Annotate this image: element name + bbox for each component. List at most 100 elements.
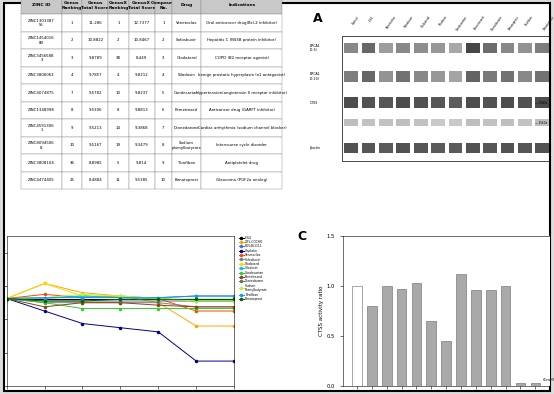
Bar xyxy=(501,143,515,152)
Line: Sofosbuvir: Sofosbuvir xyxy=(6,297,235,308)
Bar xyxy=(466,119,480,126)
Bar xyxy=(427,321,436,386)
Bar xyxy=(483,119,497,126)
Text: (1mM): (1mM) xyxy=(543,378,554,382)
Text: Venetoclax: Venetoclax xyxy=(386,15,398,30)
Line: Z-FL-COCHO: Z-FL-COCHO xyxy=(6,282,235,327)
Sofosbuvir xyxy=(231,305,238,309)
Text: CTSS: CTSS xyxy=(310,101,319,105)
Bar xyxy=(518,71,532,82)
Bar xyxy=(518,43,532,54)
Line: Tirofiban: Tirofiban xyxy=(6,295,235,299)
Cisplatin xyxy=(3,296,10,301)
Bar xyxy=(379,97,393,108)
Bar xyxy=(466,97,480,108)
Cisplatin xyxy=(79,321,86,326)
Text: Tirofiban: Tirofiban xyxy=(525,15,535,27)
Bar xyxy=(483,143,497,152)
Olodaterol xyxy=(231,299,238,303)
Bar xyxy=(344,97,358,108)
Venetoclax xyxy=(3,296,10,301)
Bar xyxy=(397,97,410,108)
Text: E-64: E-64 xyxy=(368,15,376,22)
Candesartan xyxy=(41,300,48,305)
Candesartan xyxy=(3,296,10,301)
Bar xyxy=(379,71,393,82)
Venetoclax xyxy=(155,296,162,301)
Silodosin xyxy=(79,294,86,298)
Candesartan xyxy=(79,306,86,311)
Bar xyxy=(344,71,358,82)
Bar xyxy=(483,43,497,54)
Tirofiban xyxy=(41,296,48,300)
Cisplatin xyxy=(41,309,48,313)
Venetoclax xyxy=(79,296,86,300)
Bar xyxy=(412,283,421,386)
Bar xyxy=(501,43,515,54)
Bar xyxy=(535,43,549,54)
Text: Dronedarone: Dronedarone xyxy=(490,15,504,32)
E-64 xyxy=(41,296,48,301)
Sofosbuvir xyxy=(3,296,10,301)
Sofosbuvir xyxy=(155,300,162,305)
Text: Control: Control xyxy=(351,15,360,25)
Candesartan xyxy=(155,306,162,311)
Pemetrexed xyxy=(231,305,238,309)
Bar xyxy=(501,97,515,108)
Z-FL-COCHO xyxy=(41,281,48,286)
Olodaterol xyxy=(41,281,48,286)
Bar xyxy=(466,71,480,82)
Text: Silodosin: Silodosin xyxy=(438,15,448,27)
Tirofiban xyxy=(79,296,86,300)
Z-FL-COCHO xyxy=(193,324,199,329)
Bar xyxy=(414,143,428,152)
Line: Olodaterol: Olodaterol xyxy=(6,282,235,302)
RO5461111 xyxy=(79,294,86,298)
Dronedarone xyxy=(231,299,238,303)
Bar xyxy=(344,119,358,126)
Line: Pemetrexed: Pemetrexed xyxy=(6,297,235,308)
Bar xyxy=(535,119,549,126)
Tirofiban xyxy=(193,294,199,298)
Bar xyxy=(362,71,376,82)
Z-FL-COCHO xyxy=(155,300,162,305)
Text: C: C xyxy=(297,230,306,243)
E-64 xyxy=(3,296,10,301)
Venetoclax xyxy=(193,309,199,313)
Bimatoprost xyxy=(117,297,124,302)
Text: Candesartan: Candesartan xyxy=(455,15,469,32)
Z-FL-COCHO xyxy=(3,296,10,301)
RO5461111 xyxy=(155,296,162,300)
Bar xyxy=(431,71,445,82)
Line: E-64: E-64 xyxy=(6,297,235,299)
RO5461111 xyxy=(41,296,48,300)
Line: Dronedarone: Dronedarone xyxy=(6,297,235,302)
Text: Pemetrexed: Pemetrexed xyxy=(473,15,486,31)
Cisplatin xyxy=(231,359,238,363)
Bimatoprost xyxy=(231,297,238,302)
Bar xyxy=(379,143,393,152)
Sofosbuvir xyxy=(79,300,86,305)
Dronedarone xyxy=(79,299,86,303)
Text: — 55kDa: — 55kDa xyxy=(535,101,547,105)
Bar xyxy=(535,143,549,152)
Sodium
Phenylbutyrate xyxy=(79,292,86,297)
Z-FL-COCHO xyxy=(79,290,86,295)
RO5461111 xyxy=(231,294,238,298)
Bar xyxy=(414,43,428,54)
Olodaterol xyxy=(117,294,124,298)
Bar xyxy=(456,274,466,386)
Bar xyxy=(431,97,445,108)
Sodium
Phenylbutyrate xyxy=(3,296,10,301)
Olodaterol xyxy=(193,299,199,303)
RO5461111 xyxy=(3,296,10,301)
Text: A: A xyxy=(312,11,322,24)
Candesartan xyxy=(193,306,199,311)
Bar xyxy=(431,143,445,152)
Candesartan xyxy=(231,306,238,311)
Bar xyxy=(501,71,515,82)
Silodosin xyxy=(231,299,238,303)
Silodosin xyxy=(41,296,48,301)
Text: BRCA1
(0-S): BRCA1 (0-S) xyxy=(310,44,321,52)
Cisplatin xyxy=(193,359,199,363)
